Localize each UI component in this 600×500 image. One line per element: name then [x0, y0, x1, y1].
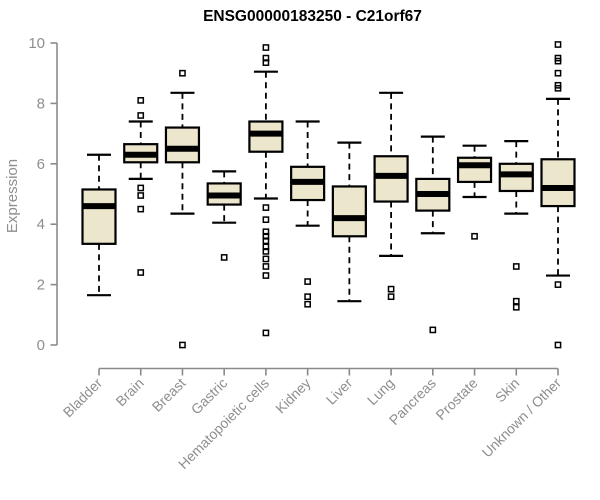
outlier-point: [262, 263, 270, 270]
x-category-label: Lung: [364, 375, 397, 408]
outlier-point: [262, 204, 270, 211]
outlier-point: [262, 329, 270, 337]
outlier-point: [512, 303, 520, 311]
outlier-point: [429, 326, 437, 334]
outlier-point: [387, 293, 395, 301]
outlier-point: [262, 272, 270, 279]
x-category-label: Breast: [149, 375, 189, 415]
box-rect: [540, 158, 576, 208]
box-rect: [81, 188, 117, 245]
box-rect: [331, 185, 367, 238]
box-group-bladder: [81, 153, 117, 297]
x-category-label: Brain: [112, 375, 146, 409]
outlier-point: [554, 84, 562, 92]
x-category-label: Kidney: [272, 375, 314, 417]
box-rect: [498, 162, 534, 193]
outlier-point: [137, 269, 145, 276]
outlier-point: [512, 263, 520, 270]
outlier-point: [137, 184, 145, 192]
x-category-label: Unknown / Other: [479, 375, 565, 461]
box-group-hematopoietic-cells: [248, 44, 284, 337]
y-tick-label: 2: [37, 277, 45, 294]
box-rect: [164, 126, 201, 164]
outlier-point: [262, 237, 270, 245]
y-tick-label: 6: [37, 156, 45, 173]
outlier-point: [554, 341, 562, 349]
outlier-point: [179, 341, 186, 349]
outlier-point: [387, 285, 395, 293]
outlier-point: [137, 97, 145, 104]
box-group-breast: [164, 69, 201, 349]
outlier-point: [262, 44, 270, 51]
outlier-point: [304, 300, 311, 308]
box-rect: [373, 155, 409, 203]
outlier-point: [554, 281, 562, 288]
outlier-point: [262, 216, 270, 224]
box-group-liver: [331, 141, 367, 303]
outlier-point: [137, 205, 145, 213]
x-category-label: Liver: [323, 375, 356, 408]
box-group-pancreas: [415, 135, 451, 334]
outlier-point: [554, 57, 562, 65]
outlier-point: [471, 232, 478, 240]
box-group-brain: [123, 97, 159, 276]
outlier-point: [262, 59, 270, 66]
outlier-point: [262, 248, 270, 255]
outlier-point: [137, 112, 145, 119]
box-rect: [248, 120, 284, 153]
outlier-point: [179, 69, 186, 77]
box-group-skin: [498, 140, 534, 311]
chart-title: ENSG00000183250 - C21orf67: [203, 8, 422, 25]
outlier-point: [137, 192, 145, 199]
box-group-prostate: [456, 144, 493, 240]
box-group-unknown-other: [540, 41, 576, 349]
y-tick-label: 8: [37, 95, 45, 112]
y-tick-label: 0: [37, 337, 45, 354]
box-rect: [456, 156, 493, 184]
outlier-point: [220, 254, 228, 261]
x-category-label: Bladder: [60, 375, 106, 421]
outlier-point: [512, 297, 520, 305]
outlier-point: [554, 69, 562, 77]
outlier-point: [262, 255, 270, 263]
x-category-label: Skin: [492, 375, 523, 406]
outlier-point: [554, 41, 562, 48]
y-tick-label: 4: [37, 216, 45, 233]
box-group-lung: [373, 91, 409, 301]
y-tick-label: 10: [28, 35, 45, 52]
outlier-point: [304, 293, 311, 301]
box-group-gastric: [206, 170, 242, 261]
box-group-kidney: [290, 120, 326, 308]
outlier-point: [304, 278, 311, 285]
x-category-label: Prostate: [432, 375, 480, 423]
